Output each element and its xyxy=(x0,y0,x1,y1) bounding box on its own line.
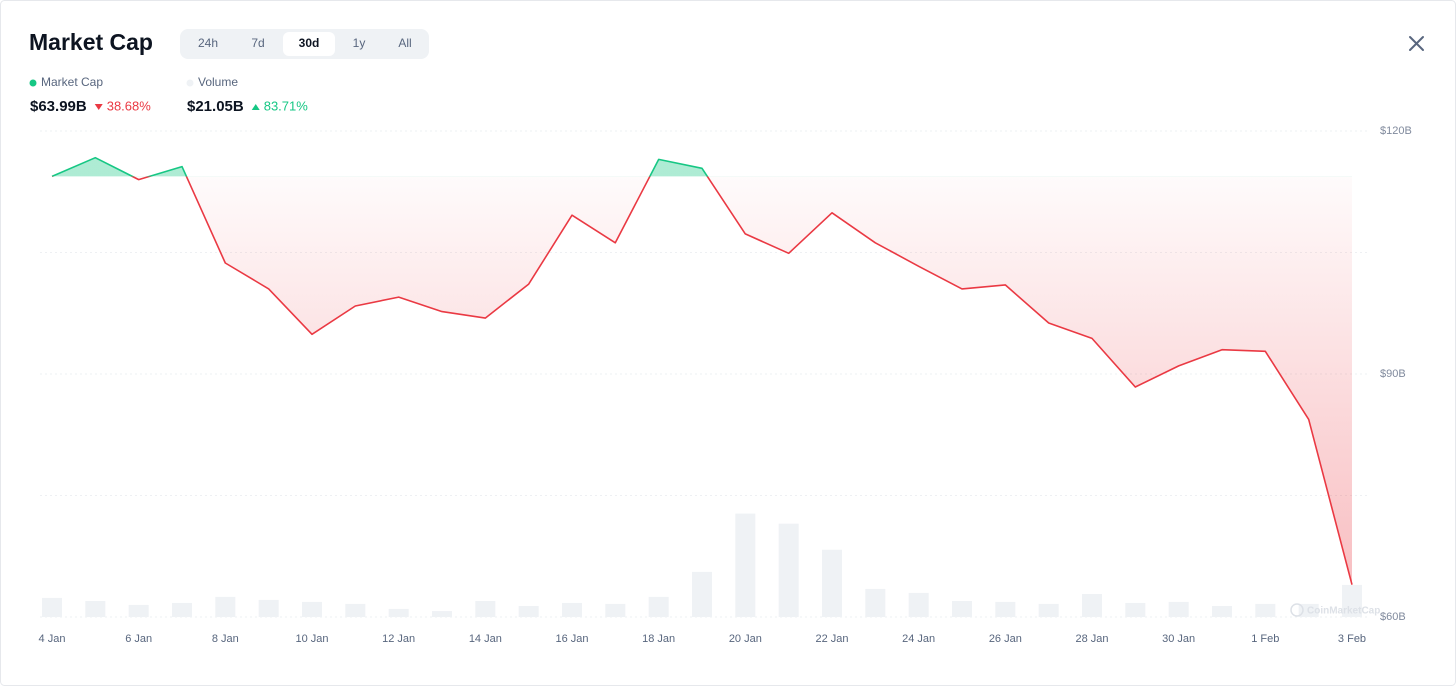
volume-bar xyxy=(85,600,106,617)
x-tick-label: 14 Jan xyxy=(469,633,502,645)
legend-label: Volume xyxy=(198,75,238,89)
volume-bar xyxy=(648,596,669,617)
tab[interactable]: 24h xyxy=(198,36,218,50)
volume-bar xyxy=(128,604,149,617)
market-cap-line xyxy=(51,156,1353,585)
volume-bar xyxy=(1125,602,1146,617)
volume-bar xyxy=(1212,606,1232,617)
close-button[interactable] xyxy=(1409,36,1424,51)
x-tick-label: 1 Feb xyxy=(1251,633,1279,645)
x-tick-label: 28 Jan xyxy=(1075,633,1108,645)
volume-bar xyxy=(1342,584,1362,617)
volume-bar xyxy=(735,513,756,617)
volume-bar xyxy=(302,601,322,617)
y-tick-label: $60B xyxy=(1380,611,1406,623)
volume-bar xyxy=(42,597,62,617)
volume-bar xyxy=(215,596,236,617)
volume-bar xyxy=(1298,603,1319,617)
x-tick-label: 20 Jan xyxy=(729,633,762,645)
volume-bar xyxy=(952,600,972,617)
volume-bar xyxy=(692,571,712,617)
volume-bar xyxy=(995,601,1016,617)
tab-label: 1y xyxy=(353,36,366,50)
volume-bar xyxy=(605,603,626,617)
latest-value: $63.99B xyxy=(30,98,87,115)
close-icon xyxy=(1409,36,1424,51)
x-tick-label: 24 Jan xyxy=(902,633,935,645)
x-tick-label: 22 Jan xyxy=(815,633,848,645)
volume-bar xyxy=(172,602,192,617)
active-tab-bg xyxy=(283,32,335,56)
volume-bar xyxy=(1255,603,1276,617)
tab-label: 30d xyxy=(299,36,320,50)
y-tick-label: $90B xyxy=(1380,368,1406,380)
volume-bar xyxy=(908,592,929,617)
volume-bar xyxy=(865,588,886,617)
x-tick-label: 4 Jan xyxy=(39,633,66,645)
down-arrow xyxy=(94,104,103,110)
volume-bar xyxy=(345,603,366,617)
legend-label: Market Cap xyxy=(41,75,103,89)
latest-value: $21.05B xyxy=(187,98,244,115)
volume-bar xyxy=(562,602,582,617)
volume-bar xyxy=(1168,601,1189,617)
tab[interactable]: 7d xyxy=(251,36,264,50)
tab-label: 7d xyxy=(251,36,264,50)
x-tick-label: 16 Jan xyxy=(555,633,588,645)
volume-bar xyxy=(518,606,539,617)
tab[interactable]: 30d xyxy=(283,32,335,56)
y-tick-label: $120B xyxy=(1380,125,1412,137)
area-fill xyxy=(52,157,1352,585)
volume-bar xyxy=(475,600,496,617)
volume-bar xyxy=(1038,603,1059,617)
watermark: CoinMarketCap xyxy=(1307,606,1380,617)
legend-dot xyxy=(29,79,37,87)
change-percent: 38.68% xyxy=(107,98,152,113)
watermark-logo xyxy=(1290,603,1304,617)
volume-bar xyxy=(778,523,799,617)
volume-bar xyxy=(388,608,409,617)
x-tick-label: 26 Jan xyxy=(989,633,1022,645)
tab-label: All xyxy=(398,36,411,50)
x-tick-label: 3 Feb xyxy=(1338,633,1366,645)
x-tick-label: 18 Jan xyxy=(642,633,675,645)
volume-bar xyxy=(1082,593,1102,617)
x-tick-label: 8 Jan xyxy=(212,633,239,645)
x-tick-label: 10 Jan xyxy=(295,633,328,645)
tab[interactable]: All xyxy=(398,36,411,50)
x-tick-label: 30 Jan xyxy=(1162,633,1195,645)
volume-bar xyxy=(822,549,842,617)
title: Market Cap xyxy=(29,29,153,55)
tab[interactable]: 1y xyxy=(353,36,366,50)
x-tick-label: 6 Jan xyxy=(125,633,152,645)
volume-bar xyxy=(432,611,452,617)
x-tick-label: 12 Jan xyxy=(382,633,415,645)
up-arrow xyxy=(251,104,260,110)
legend-dot xyxy=(186,79,194,87)
volume-bar xyxy=(258,599,279,617)
tab-label: 24h xyxy=(198,36,218,50)
change-percent: 83.71% xyxy=(264,98,309,113)
